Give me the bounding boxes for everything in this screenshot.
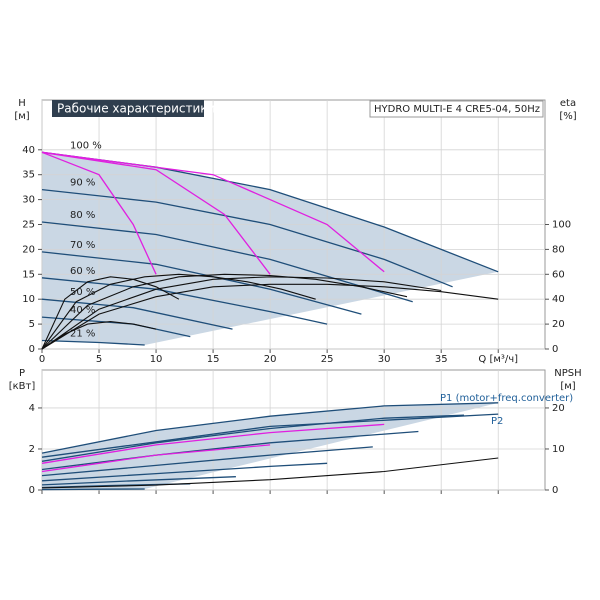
y2-tick-label: 0 [552, 344, 558, 355]
curve [41, 476, 236, 486]
x-tick-label: Q [м³/ч] [478, 354, 518, 365]
y2-tick-label: 20 [552, 319, 565, 330]
y2-axis-unit: [м] [560, 381, 575, 392]
y-tick-label: 0 [29, 344, 35, 355]
model-box [369, 100, 544, 118]
curve [41, 221, 413, 303]
curve [41, 188, 453, 288]
x-tick-label: 25 [321, 354, 334, 365]
curve [41, 276, 180, 350]
y-tick-label: 15 [22, 269, 35, 280]
y2-tick-label: 10 [552, 444, 565, 455]
y-tick-label: 35 [22, 170, 35, 181]
y2-tick-label: 80 [552, 244, 565, 255]
y-axis-label: P [19, 368, 25, 379]
speed-label: 70 % [70, 240, 95, 251]
curve [41, 462, 328, 482]
speed-label: 21 % [70, 329, 95, 340]
curve [41, 277, 328, 325]
title-box [52, 100, 204, 117]
y-tick-label: 10 [22, 294, 35, 305]
curve [41, 321, 157, 350]
y2-axis-label: eta [560, 98, 576, 109]
y2-tick-label: 40 [552, 294, 565, 305]
curve [41, 402, 499, 454]
y2-axis-unit: [%] [559, 111, 576, 122]
curve [41, 273, 408, 350]
y-tick-label: 0 [29, 485, 35, 496]
curve [41, 151, 271, 275]
y-tick-label: 25 [22, 220, 35, 231]
annotation: P2 [491, 416, 503, 427]
y-tick-label: 5 [29, 319, 35, 330]
curve [41, 151, 157, 275]
curve [41, 423, 385, 464]
annotation: P1 (motor+freq.converter) [440, 393, 573, 404]
curve [41, 339, 145, 346]
curve [41, 283, 499, 350]
curve [41, 273, 316, 350]
y-tick-label: 2 [29, 444, 35, 455]
speed-label: 50 % [70, 287, 95, 298]
curve [41, 151, 385, 273]
y-tick-label: 4 [29, 403, 35, 414]
curve [41, 276, 442, 350]
x-tick-label: 15 [207, 354, 220, 365]
curve [41, 298, 233, 330]
curve [41, 444, 271, 473]
speed-label: 60 % [70, 266, 95, 277]
y-axis-unit: [кВт] [9, 381, 36, 392]
y-tick-label: 30 [22, 195, 35, 206]
x-tick-label: 20 [264, 354, 277, 365]
speed-label: 90 % [70, 178, 95, 189]
model-name: HYDRO MULTI-E 4 CRE5-04, 50Hz [374, 104, 540, 115]
chart-title: Рабочие характеристики [57, 102, 215, 116]
y-axis-label: H [18, 98, 26, 109]
curve [41, 414, 465, 462]
curve [41, 488, 145, 491]
y2-tick-label: 0 [552, 485, 558, 496]
y2-axis-label: NPSH [554, 368, 581, 379]
y2-tick-label: 100 [552, 220, 571, 231]
x-tick-label: 5 [96, 354, 102, 365]
x-tick-label: 35 [435, 354, 448, 365]
y-tick-label: 40 [22, 145, 35, 156]
curve [41, 446, 373, 477]
y-axis-unit: [м] [14, 111, 29, 122]
y-tick-label: 20 [22, 244, 35, 255]
y2-tick-label: 20 [552, 403, 565, 414]
x-tick-label: 0 [39, 354, 45, 365]
speed-label: 100 % [70, 140, 102, 151]
speed-label: 80 % [70, 210, 95, 221]
x-tick-label: 10 [150, 354, 163, 365]
curve [41, 430, 419, 471]
curve [41, 457, 499, 489]
curve [41, 413, 499, 458]
x-tick-label: 30 [378, 354, 391, 365]
y2-tick-label: 60 [552, 269, 565, 280]
